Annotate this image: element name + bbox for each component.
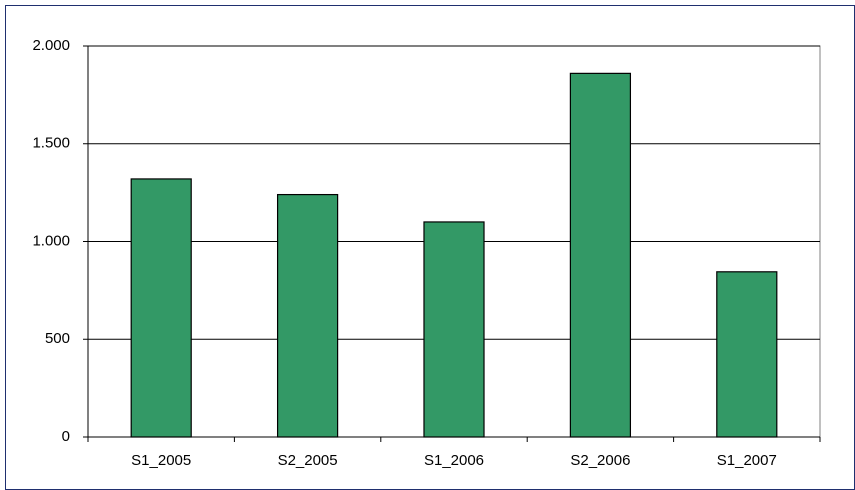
- x-tick-label: S1_2007: [717, 452, 777, 469]
- x-tick-label: S2_2005: [278, 452, 338, 469]
- bar: [276, 193, 339, 438]
- y-tick-label: 0: [62, 428, 70, 445]
- x-tick-label: S1_2005: [131, 452, 191, 469]
- x-tick-label: S1_2006: [424, 452, 484, 469]
- y-tick-label: 1.500: [32, 135, 70, 152]
- y-tick-label: 500: [45, 330, 70, 347]
- y-tick-label: 2.000: [32, 37, 70, 54]
- bar: [569, 72, 632, 438]
- bar: [423, 221, 485, 438]
- y-tick-label: 1.000: [32, 232, 70, 249]
- bar: [130, 178, 192, 438]
- x-tick-label: S2_2006: [570, 452, 630, 469]
- bar: [716, 271, 778, 438]
